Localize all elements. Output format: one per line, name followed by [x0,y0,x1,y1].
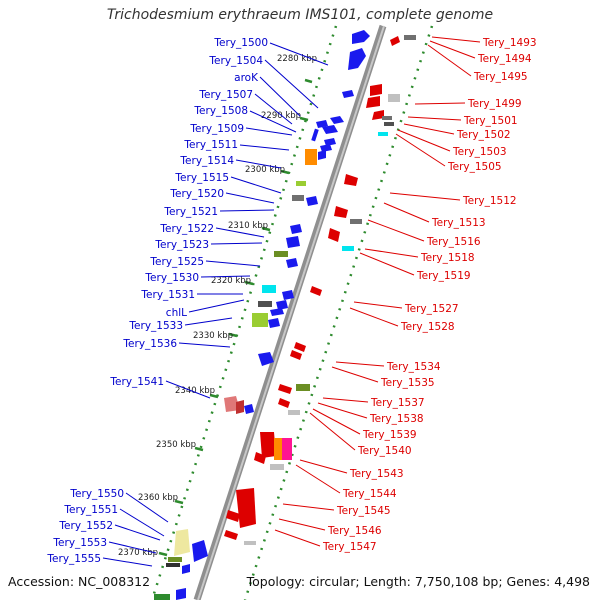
scale-track-right [243,25,434,600]
left-strand-genes [154,30,370,600]
tick-label: 2350 kbp [156,440,196,450]
gene-label: Tery_1541 [109,376,164,388]
gene-label: Tery_1493 [482,37,537,49]
gene-label: Tery_1547 [322,541,377,553]
gene-label: Tery_1536 [122,338,177,350]
gene-label: Tery_1555 [46,553,101,565]
gene-label: Tery_1535 [380,377,435,389]
tick-label: 2290 kbp [261,111,301,121]
tick-label: 2340 kbp [175,386,215,396]
left-leader-lines [102,42,329,567]
topology-text: Topology: circular; Length: 7,750,108 bp… [246,574,590,589]
gene-label: Tery_1512 [462,195,517,207]
tick-label: 2320 kbp [211,276,251,286]
gene-label: Tery_1528 [400,321,455,333]
gene-label: Tery_1545 [336,505,391,517]
gene-label: Tery_1552 [58,520,113,532]
gene-label: Tery_1502 [456,129,511,141]
right-leader-lines [274,36,481,547]
gene-label: Tery_1544 [342,488,397,500]
tick-label: 2370 kbp [118,548,158,558]
gene-label: Tery_1553 [52,537,107,549]
gene-label: Tery_1534 [386,361,441,373]
scale-tick-marks [158,78,313,557]
right-gene-labels: Tery_1493 Tery_1494 Tery_1495 Tery_1499 … [322,37,537,553]
gene-label: Tery_1507 [198,89,253,101]
scale-track-left [150,25,338,600]
gene-label: Tery_1539 [362,429,417,441]
tick-label: 2280 kbp [277,54,317,64]
gene-label: Tery_1501 [463,115,518,127]
tick-label: 2310 kbp [228,221,268,231]
genome-backbone-highlight [197,25,385,600]
gene-label: Tery_1523 [154,239,209,251]
gene-label: chlL [166,307,187,319]
scale-tick-labels: 2280 kbp 2290 kbp 2300 kbp 2310 kbp 2320… [118,54,317,558]
gene-label: Tery_1538 [369,413,424,425]
gene-label: Tery_1508 [193,105,248,117]
tick-label: 2360 kbp [138,493,178,503]
accession-text: Accession: NC_008312 [8,574,151,589]
left-gene-labels: Tery_1500 Tery_1504 aroK Tery_1507 Tery_… [46,37,268,565]
gene-label: Tery_1531 [140,289,195,301]
gene-label: Tery_1530 [144,272,199,284]
tick-label: 2330 kbp [193,331,233,341]
gene-label: Tery_1520 [169,188,224,200]
gene-label: Tery_1551 [63,504,118,516]
gene-label: Tery_1511 [183,139,238,151]
gene-label: Tery_1499 [467,98,522,110]
gene-label: Tery_1503 [452,146,507,158]
gene-label: Tery_1522 [159,223,214,235]
gene-label: Tery_1494 [477,53,532,65]
gene-label: Tery_1546 [327,525,382,537]
gene-label: Tery_1516 [426,236,481,248]
gene-label: Tery_1514 [179,155,234,167]
gene-label: Tery_1527 [404,303,459,315]
gene-label: Tery_1543 [349,468,404,480]
gene-label: Tery_1509 [189,123,244,135]
gene-label: Tery_1540 [357,445,412,457]
gene-label: Tery_1518 [420,252,475,264]
gene-label: Tery_1515 [174,172,229,184]
gene-label: Tery_1504 [208,55,263,67]
gene-label: Tery_1500 [213,37,268,49]
gene-label: Tery_1537 [370,397,425,409]
map-title: Trichodesmium erythraeum IMS101, complet… [106,7,494,23]
gene-label: Tery_1513 [431,217,486,229]
gene-label: aroK [234,72,259,84]
gene-label: Tery_1550 [69,488,124,500]
gene-label: Tery_1505 [447,161,502,173]
right-strand-genes [224,35,416,545]
tick-label: 2300 kbp [245,165,285,175]
gene-label: Tery_1521 [163,206,218,218]
gene-label: Tery_1495 [473,71,528,83]
gene-label: Tery_1519 [416,270,471,282]
gene-label: Tery_1533 [128,320,183,332]
gene-label: Tery_1525 [149,256,204,268]
